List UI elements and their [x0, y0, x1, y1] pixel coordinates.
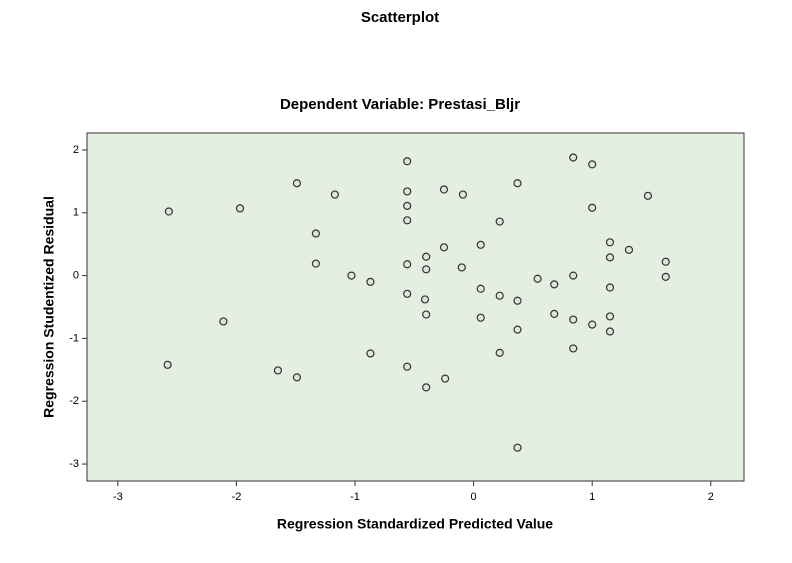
point	[404, 202, 411, 209]
point	[164, 361, 171, 368]
point	[367, 278, 374, 285]
point	[606, 254, 613, 261]
point	[570, 345, 577, 352]
point	[458, 264, 465, 271]
point	[589, 161, 596, 168]
x-axis-label: Regression Standardized Predicted Value	[277, 516, 553, 532]
y-tick-label: -1	[69, 332, 79, 344]
point	[496, 349, 503, 356]
point	[423, 253, 430, 260]
point	[423, 384, 430, 391]
point	[440, 186, 447, 193]
point	[423, 311, 430, 318]
point	[570, 154, 577, 161]
y-tick-label: -3	[69, 458, 79, 470]
point	[331, 191, 338, 198]
point	[293, 180, 300, 187]
point	[440, 244, 447, 251]
point	[496, 218, 503, 225]
y-tick-label: 0	[73, 269, 79, 281]
point	[459, 191, 466, 198]
point	[625, 246, 632, 253]
point	[348, 272, 355, 279]
point	[274, 367, 281, 374]
x-tick-label: 2	[708, 491, 714, 503]
x-tick-label: 0	[471, 491, 477, 503]
point	[236, 205, 243, 212]
point	[421, 296, 428, 303]
chart-subtitle: Dependent Variable: Prestasi_Bljr	[280, 96, 520, 113]
point	[404, 217, 411, 224]
point	[404, 290, 411, 297]
point	[662, 258, 669, 265]
x-tick-label: -1	[350, 491, 360, 503]
point	[589, 321, 596, 328]
point	[662, 273, 669, 280]
y-tick-label: -2	[69, 395, 79, 407]
point	[220, 318, 227, 325]
point	[514, 444, 521, 451]
point	[644, 192, 651, 199]
point	[477, 241, 484, 248]
point	[514, 297, 521, 304]
y-tick-label: 2	[73, 144, 79, 156]
point	[367, 350, 374, 357]
x-tick-label: -2	[232, 491, 242, 503]
x-tick-label: 1	[589, 491, 595, 503]
point	[477, 314, 484, 321]
point	[606, 328, 613, 335]
point	[404, 261, 411, 268]
point	[551, 310, 558, 317]
point	[606, 239, 613, 246]
y-tick-label: 1	[73, 207, 79, 219]
plot-area	[87, 133, 744, 481]
point	[551, 281, 558, 288]
point	[442, 375, 449, 382]
point	[514, 180, 521, 187]
point	[589, 204, 596, 211]
chart-title: Scatterplot	[361, 9, 439, 26]
point	[293, 374, 300, 381]
point	[606, 313, 613, 320]
point	[312, 230, 319, 237]
y-axis-label: Regression Studentized Residual	[41, 196, 57, 418]
point	[312, 260, 319, 267]
point	[404, 363, 411, 370]
point	[404, 188, 411, 195]
x-tick-label: -3	[113, 491, 123, 503]
point	[514, 326, 521, 333]
point	[570, 272, 577, 279]
point	[496, 292, 503, 299]
chart: Scatterplot Dependent Variable: Prestasi…	[0, 0, 792, 563]
point	[404, 158, 411, 165]
point	[477, 285, 484, 292]
point	[165, 208, 172, 215]
point	[606, 284, 613, 291]
point	[423, 266, 430, 273]
point	[570, 316, 577, 323]
point	[534, 275, 541, 282]
